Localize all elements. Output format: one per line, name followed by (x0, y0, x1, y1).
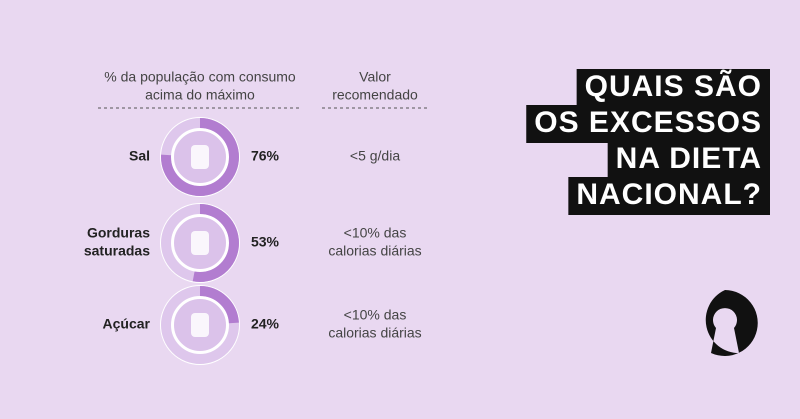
title-line: OS EXCESSOS (534, 106, 762, 139)
title-background (526, 105, 770, 143)
donut (160, 203, 240, 283)
value-label: 24% (251, 316, 280, 332)
title-line: NACIONAL? (576, 178, 762, 211)
title-line: QUAIS SÃO (585, 69, 762, 103)
donut-arc (161, 204, 239, 282)
logo (705, 290, 758, 356)
title-background (607, 141, 770, 179)
category-label: Gorduras (87, 225, 150, 241)
recommended-value: calorias diárias (328, 325, 421, 341)
donut-arc (161, 286, 239, 364)
donut-arc (161, 118, 239, 196)
donut (160, 117, 240, 197)
icon (191, 313, 209, 337)
icon (191, 231, 209, 255)
donut (160, 285, 240, 365)
icon (191, 145, 209, 169)
category-label: Açúcar (103, 316, 151, 332)
title-background (568, 177, 770, 215)
recommended-value: calorias diárias (328, 243, 421, 259)
value-label: 53% (251, 234, 280, 250)
column-header: % da população com consumo (104, 69, 296, 85)
value-label: 76% (251, 148, 280, 164)
recommended-value: <5 g/dia (350, 148, 400, 164)
column-header: acima do máximo (145, 87, 255, 103)
category-label: Sal (129, 148, 150, 164)
title-background (576, 69, 770, 107)
column-header: Valor (359, 69, 391, 85)
category-label: saturadas (84, 243, 150, 259)
recommended-value: <10% das (344, 225, 407, 241)
recommended-value: <10% das (344, 307, 407, 323)
logo-shape (705, 290, 758, 356)
title-line: NA DIETA (616, 142, 762, 175)
column-header: recomendado (332, 87, 418, 103)
